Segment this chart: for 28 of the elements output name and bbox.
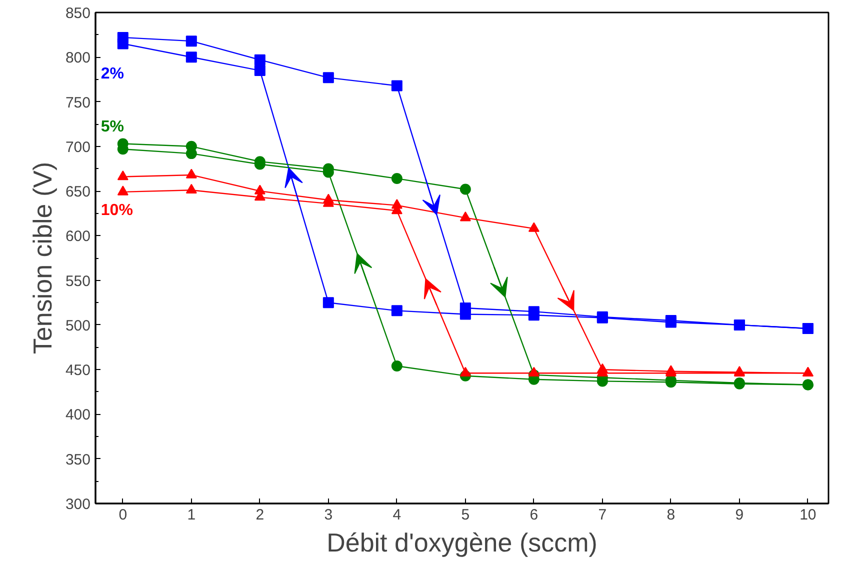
x-tick-label: 3 <box>324 506 333 524</box>
x-tick-label: 2 <box>256 506 264 524</box>
y-tick-label: 700 <box>65 138 91 156</box>
x-tick-label: 1 <box>187 506 196 524</box>
y-tick-label: 600 <box>65 228 91 246</box>
y-tick-label: 350 <box>65 451 91 468</box>
x-tick-label: 10 <box>800 506 816 524</box>
y-tick-label: 450 <box>65 362 91 380</box>
y-tick-label: 400 <box>65 406 91 424</box>
y-tick-label: 500 <box>65 317 91 334</box>
series-label: 10% <box>100 202 133 219</box>
y-tick-label: 650 <box>65 184 91 201</box>
y-axis-title: Tension cible (V) <box>27 162 58 354</box>
x-tick-label: 6 <box>530 506 538 524</box>
y-tick-label: 550 <box>65 272 91 290</box>
x-tick-label: 9 <box>735 506 744 524</box>
y-tick-label: 300 <box>65 496 91 513</box>
x-axis-title: Débit d'oxygène (sccm) <box>326 528 598 558</box>
x-tick-label: 7 <box>598 506 607 524</box>
x-tick-label: 5 <box>461 506 470 524</box>
y-tick-label: 850 <box>65 5 91 22</box>
x-tick-label: 0 <box>118 506 128 524</box>
series-label: 2% <box>100 65 124 82</box>
x-tick-label: 8 <box>666 506 676 524</box>
series-label: 5% <box>100 118 124 136</box>
x-tick-label: 4 <box>392 506 402 524</box>
y-tick-label: 800 <box>65 50 91 67</box>
y-tick-label: 750 <box>65 94 91 112</box>
